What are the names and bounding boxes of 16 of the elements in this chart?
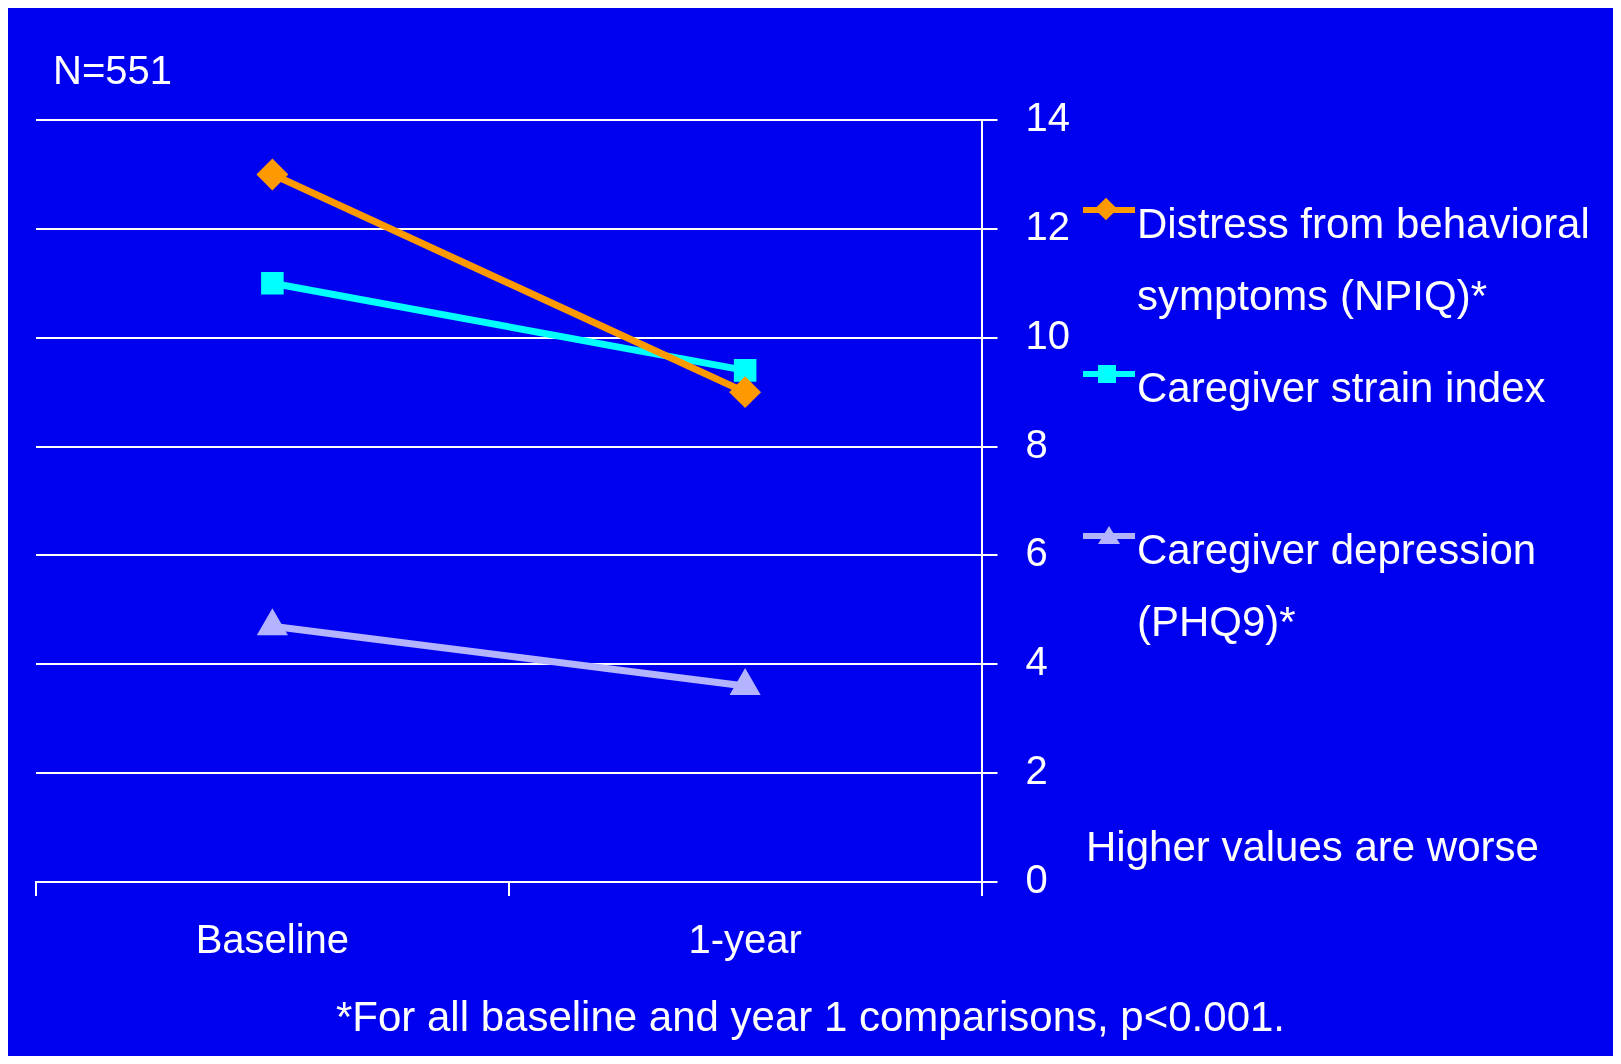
legend-label: Caregiver strain index xyxy=(1137,363,1546,413)
text: Higher values are worse xyxy=(1086,823,1539,871)
y-tick-label: 8 xyxy=(1025,421,1048,466)
y-tick-label: 14 xyxy=(1025,95,1071,140)
legend-label: Distress from behavioral symptoms (NPIQ)* xyxy=(1137,199,1591,321)
y-tick-label: 4 xyxy=(1025,639,1048,684)
legend-label: Caregiver depression (PHQ9)* xyxy=(1137,525,1538,647)
x-tick-label: Baseline xyxy=(195,917,350,962)
y-tick-label: 12 xyxy=(1025,203,1071,248)
y-tick-label: 6 xyxy=(1025,530,1048,575)
y-tick-label: 0 xyxy=(1025,857,1048,902)
y-tick-label: 10 xyxy=(1025,312,1071,357)
text: N=551 xyxy=(53,48,172,93)
y-tick-label: 2 xyxy=(1025,748,1048,793)
text: *For all baseline and year 1 comparisons, p<0.001. xyxy=(334,993,1287,1041)
x-tick-label: 1-year xyxy=(688,917,802,962)
